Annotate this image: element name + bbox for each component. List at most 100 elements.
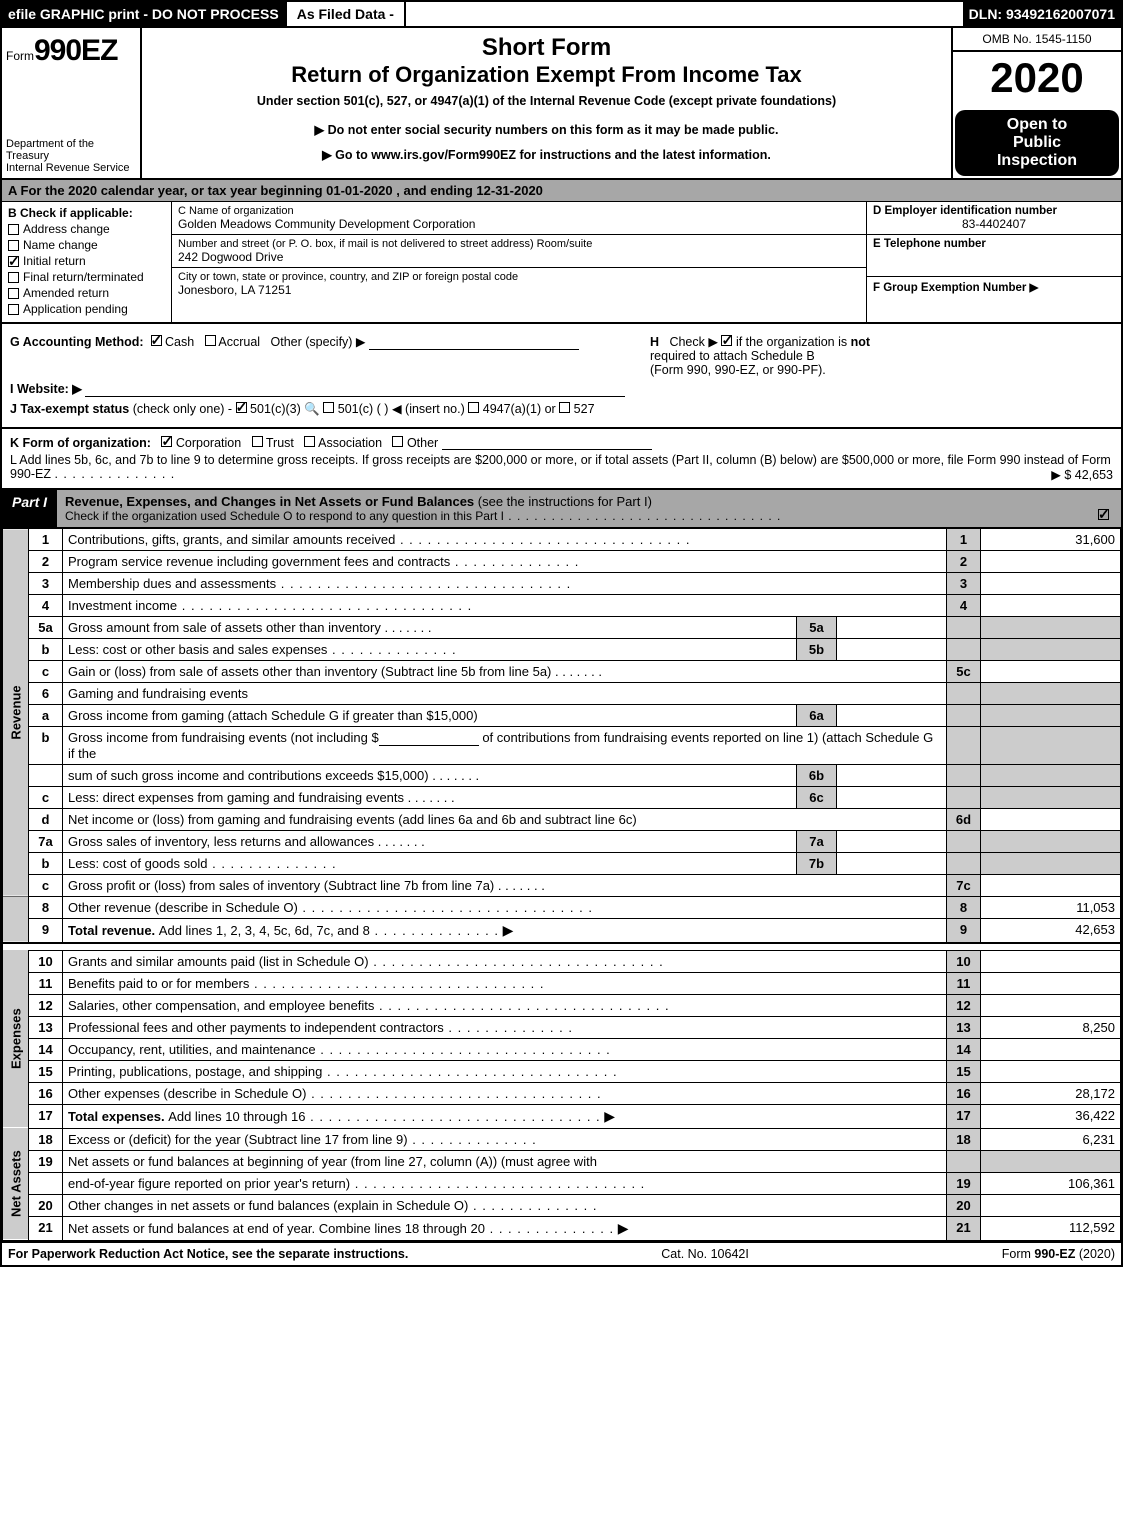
chk-name-change[interactable]: Name change: [8, 238, 165, 252]
chk-label: Application pending: [23, 302, 128, 316]
line-rnum: 7c: [947, 874, 981, 896]
line-value: [981, 551, 1121, 573]
c-city-label: City or town, state or province, country…: [178, 271, 860, 283]
spacer-row: [3, 943, 1121, 951]
line-desc: Investment income: [63, 595, 947, 617]
line-7c: c Gross profit or (loss) from sales of i…: [3, 874, 1121, 896]
section-a-calendar-year: A For the 2020 calendar year, or tax yea…: [2, 180, 1121, 202]
k-other-input[interactable]: [442, 436, 652, 450]
line-18: Net Assets 18 Excess or (deficit) for th…: [3, 1128, 1121, 1150]
open-line1: Open to: [959, 116, 1115, 134]
section-f: F Group Exemption Number ▶: [867, 277, 1121, 297]
line-num: 15: [29, 1060, 63, 1082]
checkbox-checked-icon[interactable]: [721, 335, 732, 346]
line-desc: Grants and similar amounts paid (list in…: [63, 950, 947, 972]
line-rnum: 18: [947, 1128, 981, 1150]
arrow-icon: ▶: [618, 1220, 629, 1236]
checkbox-icon: [8, 288, 19, 299]
j-txt: (check only one) -: [129, 402, 235, 416]
shade-cell: [947, 830, 981, 852]
subbox-num: 5b: [797, 639, 837, 661]
chk-application-pending[interactable]: Application pending: [8, 302, 165, 316]
line-rnum: 10: [947, 950, 981, 972]
line-9: 9 Total revenue. Add lines 1, 2, 3, 4, 5…: [3, 918, 1121, 943]
line-1: Revenue 1 Contributions, gifts, grants, …: [3, 529, 1121, 551]
top-spacer: [406, 2, 963, 26]
line-value: [981, 1194, 1121, 1216]
checkbox-icon[interactable]: [323, 402, 334, 413]
masthead-left: Form990EZ Department of the Treasury Int…: [2, 28, 142, 178]
line-desc: end-of-year figure reported on prior yea…: [63, 1172, 947, 1194]
line-num: 21: [29, 1216, 63, 1240]
org-city: Jonesboro, LA 71251: [178, 283, 860, 297]
dots: [369, 954, 664, 969]
line-rnum: 11: [947, 972, 981, 994]
checkbox-icon[interactable]: [252, 436, 263, 447]
tax-year: 2020: [953, 52, 1121, 108]
line-desc: Excess or (deficit) for the year (Subtra…: [63, 1128, 947, 1150]
website-input[interactable]: [85, 383, 625, 397]
line-desc: sum of such gross income and contributio…: [63, 764, 797, 786]
j-527: 527: [574, 402, 595, 416]
line-num: b: [29, 852, 63, 874]
g-other-input[interactable]: [369, 336, 579, 350]
line-rnum: 9: [947, 918, 981, 943]
line-num: a: [29, 705, 63, 727]
irs-link[interactable]: www.irs.gov/Form990EZ: [371, 148, 516, 162]
dots: [306, 1086, 601, 1101]
revenue-sidelabel: Revenue: [3, 529, 29, 897]
checkbox-icon[interactable]: [304, 436, 315, 447]
line-desc: Gross sales of inventory, less returns a…: [63, 830, 797, 852]
line-value: [981, 1060, 1121, 1082]
checkbox-checked-icon[interactable]: [151, 335, 162, 346]
desc-text: Contributions, gifts, grants, and simila…: [68, 532, 395, 547]
checkbox-checked-icon[interactable]: [1098, 509, 1109, 520]
line-rnum: 8: [947, 896, 981, 918]
line-rnum: 1: [947, 529, 981, 551]
section-i: I Website: ▶: [10, 381, 1113, 397]
line-num: 16: [29, 1082, 63, 1104]
dots: [316, 1042, 611, 1057]
chk-address-change[interactable]: Address change: [8, 222, 165, 236]
dots: [54, 467, 175, 481]
line-num: 13: [29, 1016, 63, 1038]
line-value: 11,053: [981, 896, 1121, 918]
dept-treasury: Department of the Treasury: [6, 138, 136, 162]
checkbox-icon[interactable]: [205, 335, 216, 346]
dots: [381, 620, 432, 635]
subbox-num: 6c: [797, 786, 837, 808]
section-ghij: G Accounting Method: Cash Accrual Other …: [2, 324, 1121, 429]
desc-bold: Total revenue.: [68, 923, 159, 938]
shade-cell: [981, 830, 1121, 852]
part-1-title: Revenue, Expenses, and Changes in Net As…: [65, 494, 478, 509]
desc-text: Add lines 10 through 16: [168, 1109, 305, 1124]
line-num: 18: [29, 1128, 63, 1150]
dots: [207, 856, 336, 871]
checkbox-icon[interactable]: [392, 436, 403, 447]
checkbox-icon[interactable]: [468, 402, 479, 413]
line-num: 11: [29, 972, 63, 994]
line-desc: Professional fees and other payments to …: [63, 1016, 947, 1038]
line-16: 16 Other expenses (describe in Schedule …: [3, 1082, 1121, 1104]
desc-text: Excess or (deficit) for the year (Subtra…: [68, 1132, 408, 1147]
dots: [306, 1109, 601, 1124]
section-h: H Check ▶ if the organization is not req…: [650, 334, 1113, 377]
chk-amended-return[interactable]: Amended return: [8, 286, 165, 300]
checkbox-icon[interactable]: [559, 402, 570, 413]
instr2-pre: ▶ Go to: [322, 148, 371, 162]
dots: [485, 1221, 614, 1236]
shade-cell: [947, 639, 981, 661]
line-value: 6,231: [981, 1128, 1121, 1150]
line-15: 15 Printing, publications, postage, and …: [3, 1060, 1121, 1082]
chk-final-return[interactable]: Final return/terminated: [8, 270, 165, 284]
checkbox-checked-icon[interactable]: [161, 436, 172, 447]
line-rnum: 20: [947, 1194, 981, 1216]
dots: [177, 598, 472, 613]
checkbox-checked-icon[interactable]: [236, 402, 247, 413]
line-desc: Gain or (loss) from sale of assets other…: [63, 661, 947, 683]
amount-input[interactable]: [379, 732, 479, 746]
form-title: Return of Organization Exempt From Incom…: [152, 62, 941, 88]
section-b: B Check if applicable: Address change Na…: [2, 202, 172, 322]
dots: [408, 1132, 537, 1147]
chk-initial-return[interactable]: Initial return: [8, 254, 165, 268]
